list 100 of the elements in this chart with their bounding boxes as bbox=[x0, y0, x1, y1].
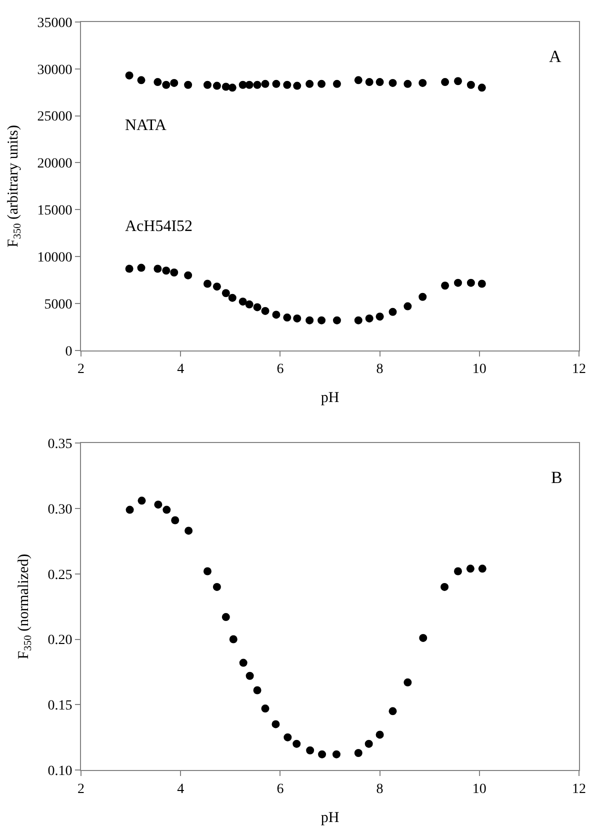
x-tick-label: 8 bbox=[376, 362, 384, 378]
point bbox=[354, 76, 362, 84]
y-tick-label: 0 bbox=[65, 344, 72, 360]
point bbox=[293, 314, 302, 322]
point bbox=[212, 582, 221, 591]
x-tick-label: 2 bbox=[78, 782, 84, 797]
point bbox=[272, 80, 280, 88]
y-tick-label: 35000 bbox=[37, 16, 72, 31]
point bbox=[419, 634, 428, 642]
x-tick-label: 12 bbox=[572, 782, 586, 797]
series-label: AcH54I52 bbox=[125, 218, 193, 235]
point bbox=[261, 306, 270, 315]
point bbox=[245, 300, 254, 308]
point bbox=[354, 749, 362, 757]
point bbox=[272, 720, 280, 728]
point bbox=[365, 78, 374, 86]
y-tick-label: 25000 bbox=[37, 110, 72, 125]
point bbox=[404, 678, 412, 686]
x-tick-label: 6 bbox=[276, 782, 284, 797]
y-tick-label: 0.35 bbox=[48, 437, 72, 452]
point bbox=[306, 80, 314, 88]
point bbox=[170, 268, 178, 276]
point bbox=[203, 567, 212, 576]
y-tick-label: 15000 bbox=[37, 204, 72, 219]
point bbox=[229, 635, 238, 644]
point bbox=[170, 78, 178, 87]
point bbox=[332, 316, 341, 324]
point bbox=[261, 80, 270, 88]
point bbox=[239, 658, 248, 667]
y-tick-label: 10000 bbox=[37, 250, 72, 266]
annotation: B bbox=[551, 468, 562, 487]
point bbox=[283, 80, 292, 89]
point bbox=[212, 82, 221, 90]
x-tick-label: 4 bbox=[177, 362, 184, 378]
point bbox=[388, 308, 397, 316]
point bbox=[245, 80, 254, 89]
point bbox=[376, 312, 384, 321]
point bbox=[376, 730, 384, 739]
point bbox=[292, 740, 301, 748]
point bbox=[388, 707, 397, 716]
point bbox=[284, 733, 292, 742]
point bbox=[222, 613, 230, 622]
point bbox=[138, 496, 146, 505]
point bbox=[454, 77, 462, 86]
x-tick-label: 4 bbox=[177, 782, 184, 797]
y-tick-label: 0.15 bbox=[48, 698, 72, 714]
point bbox=[125, 71, 134, 80]
x-tick-label: 8 bbox=[376, 782, 384, 797]
y-tick-label: 0.30 bbox=[48, 502, 72, 518]
point bbox=[253, 303, 262, 312]
point bbox=[478, 564, 486, 573]
point bbox=[466, 278, 475, 287]
point bbox=[466, 80, 475, 89]
point bbox=[332, 750, 340, 758]
point bbox=[365, 314, 374, 322]
point bbox=[212, 282, 221, 291]
point bbox=[261, 704, 270, 713]
point bbox=[154, 264, 162, 273]
point bbox=[222, 289, 230, 298]
point bbox=[203, 280, 212, 288]
x-axis-title: pH bbox=[320, 810, 340, 826]
point bbox=[418, 78, 427, 87]
point bbox=[184, 526, 193, 535]
point bbox=[404, 80, 412, 88]
point bbox=[376, 78, 384, 86]
point bbox=[162, 266, 170, 275]
point bbox=[454, 278, 462, 287]
point bbox=[253, 80, 262, 89]
point bbox=[246, 672, 254, 680]
point bbox=[162, 506, 171, 514]
point bbox=[125, 264, 134, 273]
point bbox=[441, 78, 450, 86]
point bbox=[318, 750, 326, 758]
point bbox=[354, 316, 362, 324]
point bbox=[388, 78, 397, 87]
y-tick-label: 0.10 bbox=[48, 764, 72, 779]
point bbox=[454, 567, 462, 576]
point bbox=[137, 76, 146, 84]
point bbox=[478, 280, 486, 288]
y-tick-label: 0.20 bbox=[48, 633, 72, 648]
point bbox=[306, 746, 314, 754]
point bbox=[283, 314, 292, 322]
y-tick-label: 30000 bbox=[37, 62, 72, 78]
point bbox=[440, 582, 449, 591]
point bbox=[238, 298, 247, 306]
point bbox=[272, 310, 280, 319]
x-tick-label: 2 bbox=[78, 362, 84, 378]
series-label: NATA bbox=[125, 117, 167, 134]
x-tick-label: 12 bbox=[572, 362, 586, 378]
x-tick-label: 6 bbox=[276, 362, 284, 378]
point bbox=[318, 80, 326, 88]
point bbox=[253, 686, 262, 694]
x-axis-title: pH bbox=[320, 390, 340, 406]
point bbox=[126, 506, 134, 514]
annotation: A bbox=[549, 47, 562, 66]
point bbox=[418, 292, 427, 301]
y-tick-label: 0.25 bbox=[48, 568, 72, 583]
point bbox=[318, 316, 326, 324]
point bbox=[154, 78, 162, 86]
point bbox=[228, 84, 236, 92]
